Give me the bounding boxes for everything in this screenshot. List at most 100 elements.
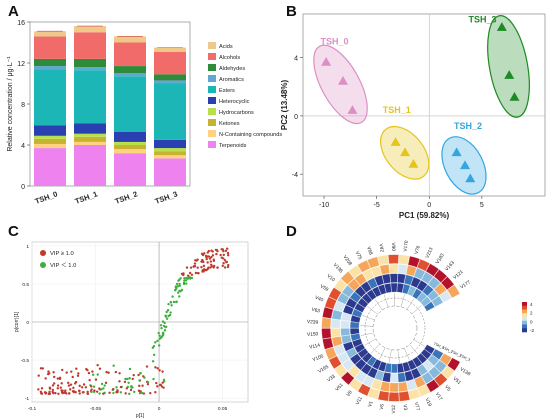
heatmap-cell [388,263,399,274]
variable-point [78,384,81,388]
heatmap-cell [377,284,387,295]
bar-segment-n-containing-compounds [114,149,146,154]
variable-point [60,382,63,385]
variable-point [162,378,166,382]
heatmap-cell [374,275,385,287]
feature-label: V42 [377,243,384,253]
panel-letter-d: D [286,223,297,240]
feature-label: V121 [452,269,465,281]
color-legend-swatch [522,320,527,325]
variable-point [126,377,129,381]
variable-point [137,373,140,377]
variable-point [70,370,73,373]
legend-marker [40,250,46,256]
variable-point [56,384,60,387]
bar-segment-ketones [154,151,186,156]
feature-label: V76 [414,245,422,255]
sample-point [509,91,520,101]
variable-point [51,388,55,392]
variable-point [211,254,215,257]
variable-point [108,391,111,394]
variable-point [149,391,152,395]
variable-point [119,385,123,389]
variable-point [127,381,130,384]
x-tick-label: 0 [427,202,431,209]
variable-point [57,392,60,395]
variable-point [190,273,194,276]
heatmap-cell [354,370,368,384]
panel-letter-b: B [286,3,297,20]
legend-swatch [208,130,216,137]
panel-letter-a: A [8,3,19,20]
sample-point [408,158,419,168]
variable-point [146,381,150,384]
heatmap-cell [389,273,398,283]
sample-ring-label: TSH_1 [442,346,454,354]
variable-point [219,253,222,257]
feature-label: V19 [424,397,433,408]
variable-point [69,383,73,386]
panel-c-s-plot: -0.1 -0.05 0 0.05 -1 -0.5 0 0.5 1 p[1] p(corr)[1] V… [14,241,249,419]
variable-point [74,391,77,394]
y-tick-label: -0.5 [21,358,30,364]
bar-segment-hydrocarbons [114,141,146,145]
variable-point [167,302,170,306]
heatmap-cell [370,265,382,278]
y-tick-label: 4 [21,143,25,150]
heatmap-cell [412,356,423,368]
variable-point [171,295,174,298]
sample-ring-label: TSH_2 [450,350,462,358]
heatmap-cell [354,303,366,313]
variable-point [204,268,207,272]
variable-point [200,265,203,269]
y-tick-label: 4 [294,56,298,63]
variable-point [207,255,211,258]
bar-segment-n-containing-compounds [34,143,66,149]
heatmap-cell [360,281,372,293]
variable-point [161,370,164,373]
variable-point [48,390,51,394]
color-legend-swatch [522,313,527,318]
variable-point [202,270,205,273]
bar-segment-aldehydes [74,58,106,68]
heatmap-cell [384,362,392,373]
variable-point [188,277,192,280]
dendrogram-branch [409,344,419,355]
variable-point [179,277,182,280]
variable-point [194,271,198,275]
variable-point [112,364,115,367]
variable-point [165,325,168,328]
heatmap-cell [396,283,404,293]
heatmap-cell [447,357,461,371]
heatmap-cell [413,267,426,280]
variable-point [156,367,159,370]
heatmap-cell [423,301,435,312]
variable-point [48,387,52,390]
variable-point [40,387,44,390]
heatmap-cell [341,285,355,298]
variable-point [216,266,219,269]
variable-point [205,257,208,261]
bar-segment-acids [74,26,106,33]
variable-point [37,374,40,377]
dendrogram-branch [360,325,374,327]
heatmap-cell [378,361,387,372]
heatmap-cell [388,254,399,264]
group-label: TSH_3 [469,15,497,25]
heatmap-cell [345,347,358,359]
heatmap-cell [361,293,373,304]
dendrogram-branch [403,347,410,360]
feature-label: V183 [435,252,446,265]
heatmap-cell [348,264,362,279]
variable-point [201,259,204,263]
variable-point [176,291,180,294]
confidence-ellipse [487,15,530,118]
variable-point [132,373,135,377]
variable-point [78,392,81,395]
legend-label: Alcohols [219,55,240,61]
heatmap-cell [340,271,355,285]
heatmap-cell [350,315,361,323]
heatmap-cell [398,391,410,402]
